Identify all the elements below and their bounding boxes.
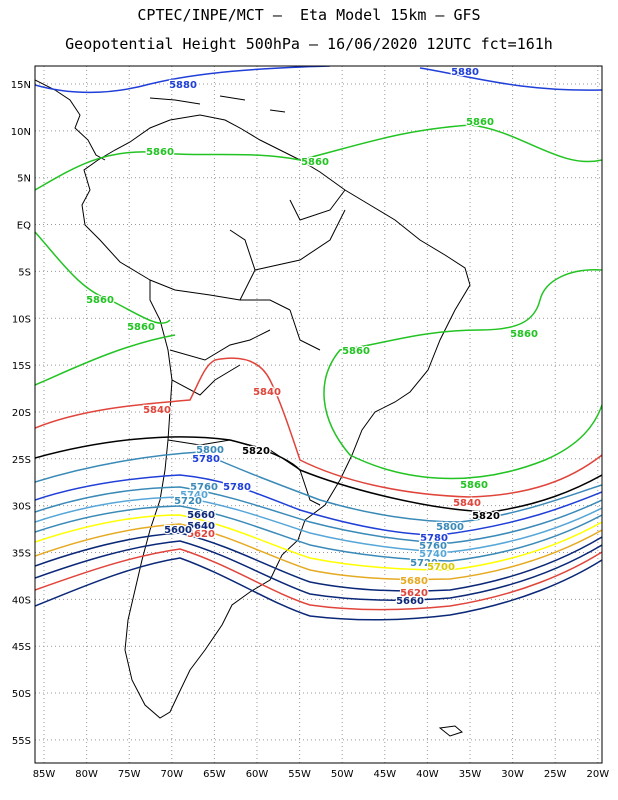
contour-label-5740: 5740 (419, 549, 447, 560)
contour-label-5840: 5840 (453, 498, 481, 509)
caribbean-islands (149, 95, 286, 113)
contour-label-5820: 5820 (242, 446, 270, 457)
lat-tick-label: 5N (17, 174, 31, 185)
lat-tick-label: EQ (17, 221, 31, 232)
contour-label-5620: 5620 (400, 588, 428, 599)
falkland-islands (438, 725, 463, 737)
contour-label-5820: 5820 (472, 511, 500, 522)
country-borders (149, 189, 346, 506)
lon-tick-label: 65W (203, 769, 226, 780)
contour-5880 (35, 66, 602, 94)
contour-label-5840: 5840 (253, 387, 281, 398)
contour-5780 (35, 474, 602, 536)
lon-tick-label: 55W (288, 769, 311, 780)
lon-tick-label: 30W (501, 769, 524, 780)
contour-5860 (35, 124, 602, 191)
contour-label-5760: 5760 (419, 541, 447, 552)
contour-label-5780: 5780 (192, 454, 220, 465)
contour-5680 (35, 523, 602, 581)
lat-tick-label: 10N (11, 127, 31, 138)
contour-label-5860: 5860 (342, 346, 370, 357)
contour-label-5860: 5860 (86, 295, 114, 306)
contour-label-5720: 5720 (410, 558, 438, 569)
lon-tick-label: 40W (416, 769, 439, 780)
lon-tick-label: 70W (160, 769, 183, 780)
lat-tick-label: 55S (12, 736, 31, 747)
contour-5740 (35, 496, 602, 553)
contour-5860 (35, 231, 171, 324)
contour-5860 (35, 334, 176, 386)
lon-tick-label: 80W (75, 769, 98, 780)
contour-label-5640: 5640 (187, 521, 215, 532)
lon-tick-label: 50W (331, 769, 354, 780)
contour-5760 (35, 486, 602, 544)
contour-label-5860: 5860 (460, 480, 488, 491)
contour-labels: 5880 5880 5860 5860 5860 5860 5860 5860 5860 5860… (85, 66, 539, 609)
contour-label-5840: 5840 (143, 405, 171, 416)
lon-tick-label: 20W (586, 769, 609, 780)
contour-label-5760: 5760 (190, 482, 218, 493)
contour-5720 (35, 505, 602, 562)
contour-label-5740: 5740 (180, 490, 208, 501)
lon-tick-label: 75W (118, 769, 141, 780)
contour-label-5880: 5880 (451, 67, 479, 78)
lat-tick-label: 50S (12, 689, 31, 700)
contour-5600 (35, 557, 602, 621)
contour-5700 (35, 514, 602, 571)
contour-label-5720: 5720 (174, 496, 202, 507)
contour-label-5860: 5860 (301, 157, 329, 168)
lat-tick-label: 30S (12, 502, 31, 513)
lat-tick-label: 40S (12, 595, 31, 606)
contour-5820 (35, 436, 602, 513)
contour-5860 (323, 269, 602, 480)
central-america-coastline (35, 79, 106, 161)
map-title-line2: Geopotential Height 500hPa – 16/06/2020 … (65, 35, 553, 53)
map-frame (34, 65, 603, 764)
contour-label-5860: 5860 (146, 147, 174, 158)
lon-tick-label: 60W (246, 769, 269, 780)
south-america-coastline (81, 114, 471, 719)
contour-label-5680: 5680 (400, 576, 428, 587)
lon-tick-label: 85W (33, 769, 56, 780)
contour-label-5600: 5600 (164, 525, 192, 536)
contour-label-5800: 5800 (196, 445, 224, 456)
lat-tick-label: 15N (11, 80, 31, 91)
contour-5660 (35, 532, 602, 592)
map-title-line1: CPTEC/INPE/MCT – Eta Model 15km – GFS (137, 6, 481, 24)
lon-tick-label: 35W (459, 769, 482, 780)
contour-label-5660: 5660 (187, 510, 215, 521)
lat-tick-label: 20S (12, 408, 31, 419)
height-contours (35, 66, 602, 621)
lon-tick-label: 25W (544, 769, 567, 780)
contour-5620 (35, 548, 602, 611)
axis-labels: 15N 10N 5N EQ 5S 10S 15S 20S 25S 30S 35S 40S 45S 50S 5… (11, 80, 609, 780)
contour-label-5860: 5860 (127, 322, 155, 333)
contour-label-5620: 5620 (187, 529, 215, 540)
contour-5640 (35, 540, 602, 601)
lat-tick-label: 35S (12, 549, 31, 560)
lat-tick-label: 45S (12, 642, 31, 653)
contour-label-5880: 5880 (169, 80, 197, 91)
coastlines-borders (35, 79, 471, 737)
lat-tick-label: 10S (12, 314, 31, 325)
contour-label-5860: 5860 (510, 329, 538, 340)
contour-label-5800: 5800 (436, 522, 464, 533)
contour-5800 (35, 451, 602, 523)
contour-5840 (35, 357, 602, 498)
contour-label-5700: 5700 (427, 562, 455, 573)
lat-tick-label: 15S (12, 361, 31, 372)
lat-tick-label: 25S (12, 455, 31, 466)
lat-tick-label: 5S (18, 267, 31, 278)
contour-label-5780: 5780 (223, 482, 251, 493)
contour-label-5860: 5860 (466, 117, 494, 128)
contour-label-5660: 5660 (396, 596, 424, 607)
lon-tick-label: 45W (373, 769, 396, 780)
contour-label-5780: 5780 (420, 533, 448, 544)
